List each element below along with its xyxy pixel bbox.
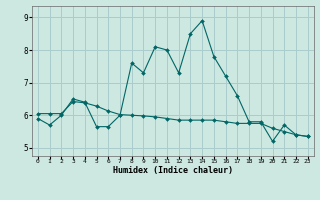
X-axis label: Humidex (Indice chaleur): Humidex (Indice chaleur) [113, 166, 233, 175]
